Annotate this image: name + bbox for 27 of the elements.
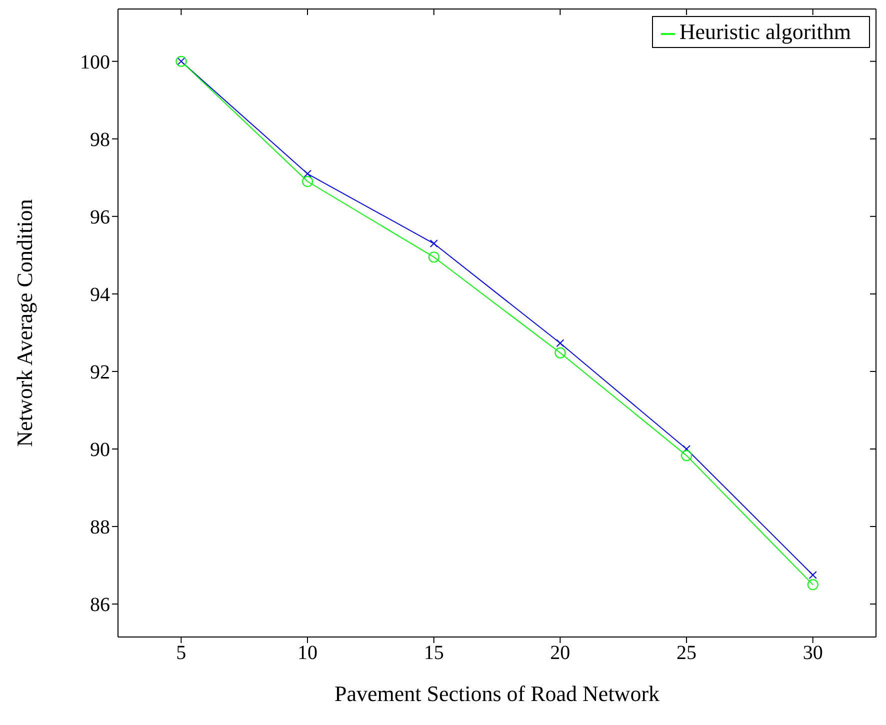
x-tick-label: 10 — [298, 642, 318, 664]
point — [807, 579, 818, 590]
y-tick-label: 90 — [90, 439, 110, 462]
point — [808, 570, 817, 579]
y-tick-label: 88 — [90, 516, 110, 539]
point — [430, 240, 438, 248]
point — [682, 444, 690, 453]
x-tick-label: 30 — [802, 642, 823, 664]
x-tick-label: 20 — [550, 642, 570, 664]
point — [554, 347, 566, 358]
x-tick-label: 25 — [676, 642, 696, 664]
point — [304, 170, 312, 178]
x-axis-title: Pavement Sections of Road Network — [334, 681, 660, 706]
x-tick-label: 15 — [424, 642, 444, 664]
y-axis-title: Network Average Condition — [12, 199, 37, 447]
point — [302, 176, 313, 188]
point — [681, 450, 692, 462]
legend-label: Heuristic algorithm — [679, 19, 851, 44]
y-tick-label: 98 — [90, 128, 110, 151]
y-tick-label: 94 — [90, 284, 110, 306]
y-tick-label: 92 — [90, 362, 110, 384]
y-tick-label: 86 — [90, 594, 110, 616]
point — [556, 339, 564, 348]
point — [428, 252, 440, 263]
y-tick-label: 100 — [80, 51, 110, 74]
y-tick-label: 96 — [90, 206, 110, 228]
x-tick-label: 5 — [176, 642, 186, 664]
